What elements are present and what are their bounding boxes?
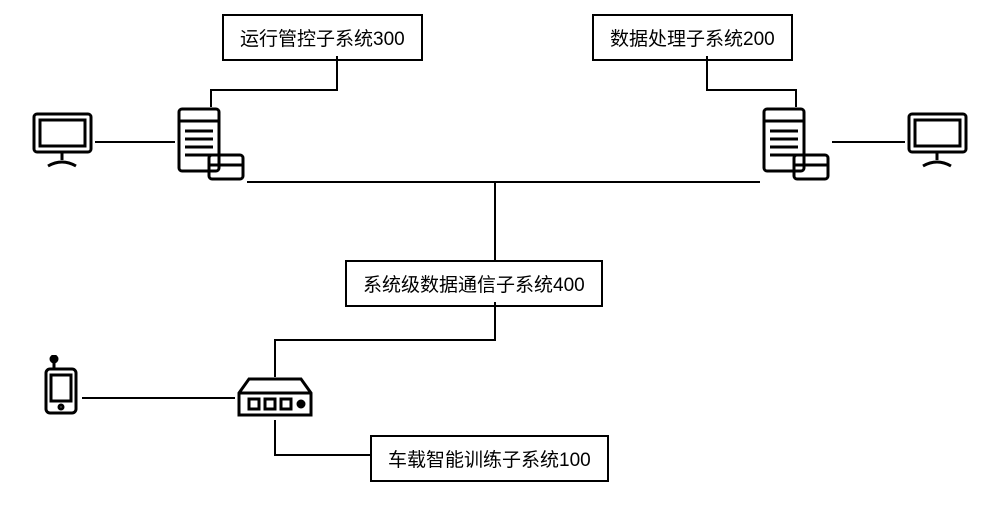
label-text: 车载智能训练子系统100 — [388, 450, 591, 471]
server-icon — [175, 105, 247, 188]
edge — [795, 89, 797, 107]
edge — [494, 302, 496, 340]
label-text: 运行管控子系统300 — [240, 29, 405, 50]
edge — [210, 89, 338, 91]
edge — [274, 454, 370, 456]
edge — [210, 89, 212, 107]
edge — [274, 339, 276, 377]
edge — [95, 141, 175, 143]
server-icon — [760, 105, 832, 188]
label-text: 数据处理子系统200 — [610, 29, 775, 50]
edge — [706, 56, 708, 90]
operation-subsystem-label: 运行管控子系统300 — [222, 14, 423, 61]
monitor-icon — [30, 110, 95, 175]
edge — [82, 397, 235, 399]
edge — [832, 141, 905, 143]
edge — [336, 56, 338, 90]
vehicle-training-subsystem-label: 车载智能训练子系统100 — [370, 435, 609, 482]
data-processing-subsystem-label: 数据处理子系统200 — [592, 14, 793, 61]
edge — [494, 182, 496, 260]
monitor-icon — [905, 110, 970, 175]
edge — [247, 181, 760, 183]
edge — [274, 339, 496, 341]
system-diagram: 运行管控子系统300 数据处理子系统200 系统级数据通信子系统400 车载智能… — [0, 0, 1000, 514]
comm-subsystem-label: 系统级数据通信子系统400 — [345, 260, 603, 307]
edge — [706, 89, 796, 91]
label-text: 系统级数据通信子系统400 — [363, 275, 585, 296]
mobile-icon — [40, 355, 85, 422]
edge — [274, 420, 276, 455]
